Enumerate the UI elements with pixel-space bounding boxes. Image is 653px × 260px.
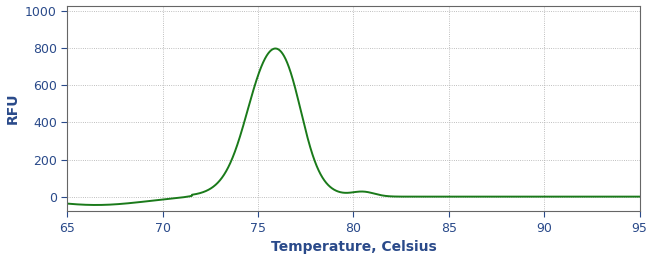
X-axis label: Temperature, Celsius: Temperature, Celsius [270, 240, 436, 255]
Y-axis label: RFU: RFU [6, 93, 20, 124]
